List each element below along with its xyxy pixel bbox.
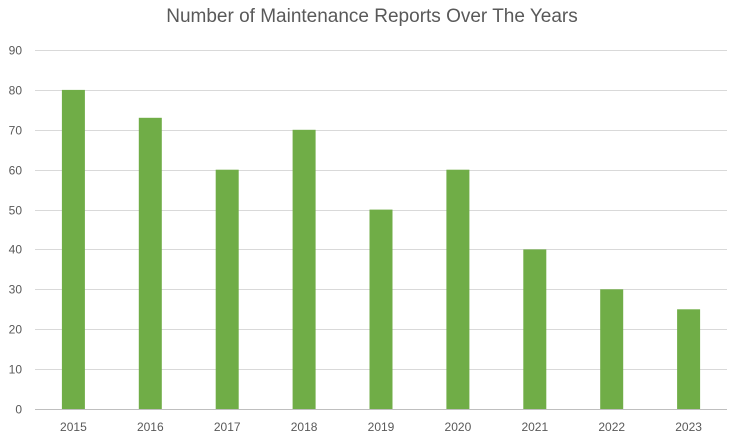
bar (677, 309, 701, 409)
x-tick-label: 2021 (521, 420, 548, 434)
y-tick-label: 90 (9, 44, 23, 58)
y-tick-label: 0 (15, 403, 22, 417)
bar (446, 169, 470, 409)
y-tick-label: 70 (9, 124, 23, 138)
x-tick-label: 2023 (675, 420, 702, 434)
bar (138, 117, 162, 410)
y-tick-label: 30 (9, 283, 23, 297)
y-tick-label: 10 (9, 363, 23, 377)
y-tick-label: 80 (9, 84, 23, 98)
bar (523, 249, 547, 409)
y-tick-label: 60 (9, 164, 23, 178)
x-tick-label: 2020 (445, 420, 472, 434)
y-tick-label: 20 (9, 323, 23, 337)
chart-title: Number of Maintenance Reports Over The Y… (166, 6, 578, 27)
x-tick-label: 2018 (291, 420, 318, 434)
x-tick-label: 2015 (60, 420, 87, 434)
x-tick-label: 2016 (137, 420, 164, 434)
y-tick-label: 50 (9, 204, 23, 218)
y-tick-label: 40 (9, 243, 23, 257)
bar (369, 209, 393, 409)
bar (292, 129, 316, 410)
x-tick-label: 2019 (368, 420, 395, 434)
x-tick-label: 2017 (214, 420, 241, 434)
bar (600, 289, 624, 409)
x-tick-label: 2022 (598, 420, 625, 434)
bar (61, 89, 85, 410)
bar (215, 169, 239, 409)
